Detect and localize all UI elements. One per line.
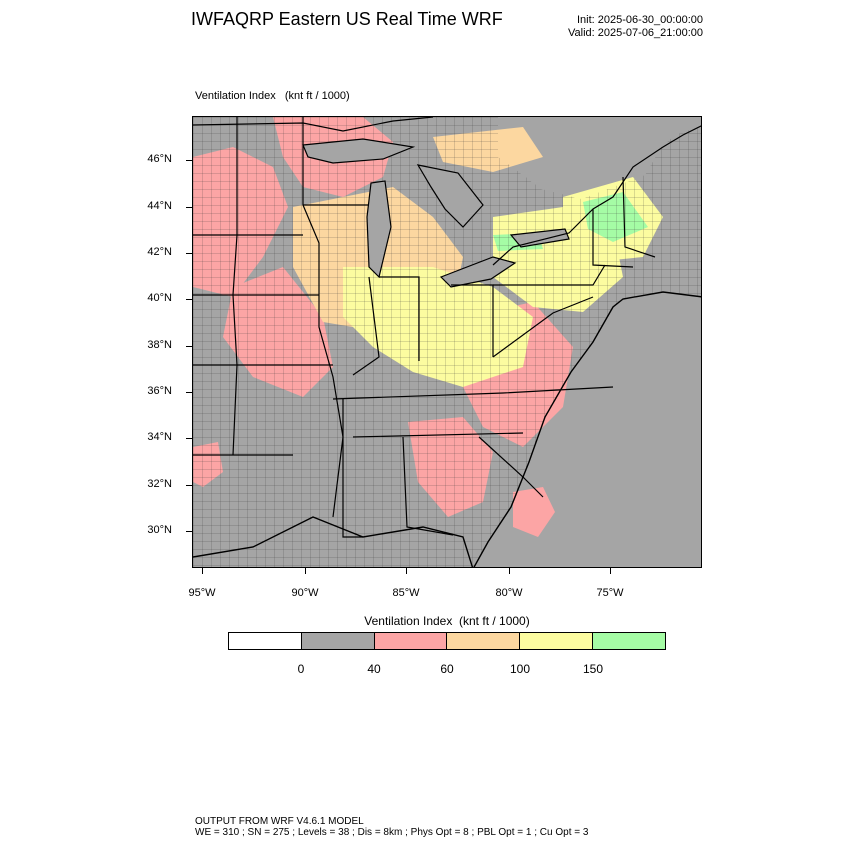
lon-tick	[610, 568, 611, 574]
state-borders	[193, 117, 701, 538]
border-il-in	[352, 276, 380, 376]
atlantic-coast	[473, 291, 701, 567]
map-plot	[192, 116, 702, 568]
border-pa-ny	[493, 264, 606, 286]
legend-box-0	[229, 633, 302, 649]
coastlines	[193, 291, 701, 567]
border-nh-me	[622, 176, 656, 258]
lat-tick	[186, 531, 192, 532]
color-legend	[228, 632, 666, 650]
model-info-line-2: WE = 310 ; SN = 275 ; Levels = 38 ; Dis …	[195, 827, 589, 838]
map-canvas	[193, 117, 701, 567]
us-canada-border-east	[492, 125, 701, 266]
lat-label-36n: 36°N	[147, 385, 172, 397]
legend-value-0: 0	[297, 662, 305, 676]
lake-erie	[439, 256, 517, 288]
border-in-oh	[379, 276, 420, 361]
lat-tick	[186, 207, 192, 208]
lon-label-95w: 95°W	[188, 587, 216, 599]
lat-label-44n: 44°N	[147, 200, 172, 212]
legend-box-3	[447, 633, 521, 649]
lat-tick	[186, 299, 192, 300]
lat-tick	[186, 438, 192, 439]
lake-ontario	[509, 228, 570, 248]
border-al-ga	[402, 436, 454, 536]
legend-value-100: 100	[509, 662, 531, 676]
model-info-line-1: OUTPUT FROM WRF V4.6.1 MODEL	[195, 816, 364, 827]
lat-tick	[186, 392, 192, 393]
lat-tick	[186, 160, 192, 161]
legend-box-5	[593, 633, 665, 649]
lat-tick	[186, 253, 192, 254]
lon-tick	[509, 568, 510, 574]
lat-tick	[186, 485, 192, 486]
lat-label-30n: 30°N	[147, 524, 172, 536]
legend-value-40: 40	[367, 662, 381, 676]
legend-value-150: 150	[582, 662, 604, 676]
legend-box-2	[374, 633, 448, 649]
border-ny-vt	[592, 209, 634, 268]
lat-label-34n: 34°N	[147, 431, 172, 443]
legend-title: Ventilation Index (knt ft / 1000)	[364, 614, 530, 628]
lat-tick	[186, 346, 192, 347]
us-canada-border-west	[193, 117, 434, 132]
lat-label-32n: 32°N	[147, 478, 172, 490]
lat-label-46n: 46°N	[147, 153, 172, 165]
lat-label-38n: 38°N	[147, 339, 172, 351]
lon-tick	[305, 568, 306, 574]
field-label: Ventilation Index (knt ft / 1000)	[195, 90, 350, 102]
legend-value-60: 60	[440, 662, 454, 676]
border-tn-ky	[332, 386, 614, 400]
legend-box-1	[301, 633, 375, 649]
lon-label-85w: 85°W	[392, 587, 420, 599]
gulf-coast	[193, 516, 474, 567]
border-tn-south	[352, 432, 524, 438]
border-va-wv	[492, 296, 594, 358]
border-ms	[342, 399, 363, 538]
lon-label-75w: 75°W	[596, 587, 624, 599]
lon-label-90w: 90°W	[291, 587, 319, 599]
lake-huron	[416, 164, 484, 228]
lon-tick	[406, 568, 407, 574]
lake-superior	[302, 138, 416, 164]
great-lakes	[302, 138, 570, 288]
pink-region-atlantic	[513, 487, 555, 537]
valid-time: Valid: 2025-07-06_21:00:00	[568, 27, 703, 39]
lat-label-42n: 42°N	[147, 246, 172, 258]
legend-box-4	[520, 633, 594, 649]
lat-label-40n: 40°N	[147, 292, 172, 304]
lon-tick	[202, 568, 203, 574]
map-title: IWFAQRP Eastern US Real Time WRF	[191, 9, 503, 29]
init-time: Init: 2025-06-30_00:00:00	[577, 14, 703, 26]
lon-label-80w: 80°W	[495, 587, 523, 599]
